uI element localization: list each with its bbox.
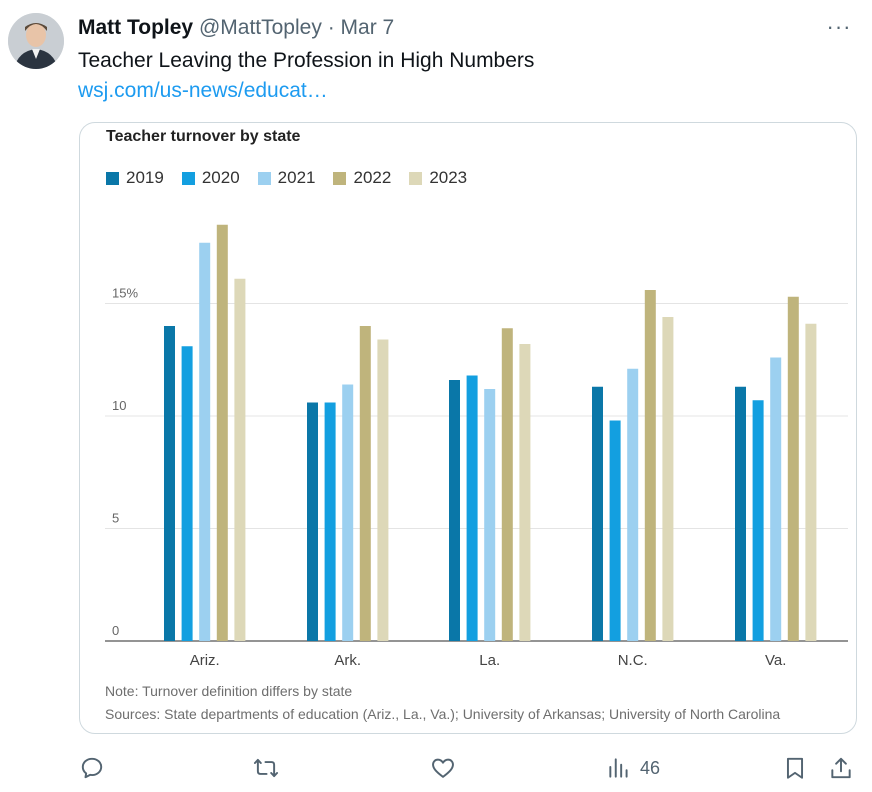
separator: · (327, 16, 335, 39)
bar-chart: 0 5 10 15% Ariz. Ark. La. N.C. Va. (105, 224, 848, 669)
legend-swatch (333, 171, 347, 185)
bar (342, 384, 354, 641)
x-tick-label: N.C. (618, 652, 648, 669)
tweet-text: Teacher Leaving the Profession in High N… (78, 49, 535, 72)
bar (501, 328, 513, 641)
y-tick-label: 0 (112, 623, 119, 638)
x-tick-label: Ariz. (190, 652, 220, 669)
legend-item: 2020 (181, 168, 240, 188)
more-options-button[interactable]: ··· (822, 14, 856, 40)
bar (234, 278, 246, 641)
bar (324, 402, 336, 641)
author-handle[interactable]: @MattTopley (198, 16, 322, 39)
bar (307, 402, 318, 641)
legend-label: 2019 (126, 168, 164, 187)
legend-swatch (106, 171, 119, 185)
bar (216, 224, 228, 641)
reply-icon (81, 757, 103, 779)
legend-item: 2022 (333, 168, 391, 188)
avatar-photo (8, 13, 64, 69)
views-count: 46 (640, 757, 661, 778)
legend-label: 2021 (277, 168, 316, 187)
avatar[interactable] (8, 13, 64, 69)
retweet-button[interactable] (252, 752, 288, 784)
heart-icon (432, 758, 454, 778)
bar (735, 386, 746, 641)
bookmark-icon (786, 757, 804, 779)
views-icon (609, 758, 628, 778)
y-tick-label: 10 (112, 398, 126, 413)
bar (449, 380, 460, 641)
tweet-header: Matt Topley @MattTopley · Mar 7 (78, 15, 394, 41)
legend-label: 2020 (201, 168, 240, 187)
x-tick-label: Va. (765, 652, 786, 669)
chart-note: Note: Turnover definition differs by sta… (105, 683, 353, 699)
y-tick-label: 15% (112, 286, 138, 301)
share-button[interactable] (828, 752, 854, 784)
bookmark-button[interactable] (782, 752, 808, 784)
legend-label: 2023 (429, 168, 468, 187)
bar (805, 323, 817, 641)
views-button[interactable]: 46 (606, 752, 660, 784)
bar (592, 386, 603, 641)
bar (181, 346, 193, 641)
chart-legend: 2019 2020 2021 2022 2023 (106, 168, 467, 188)
bar (644, 290, 656, 641)
legend-item: 2023 (409, 168, 467, 188)
legend-label: 2022 (353, 168, 392, 187)
retweet-icon (253, 758, 279, 778)
legend-swatch (181, 171, 195, 185)
bar (609, 420, 621, 641)
legend-item: 2021 (257, 168, 316, 188)
bar (164, 326, 175, 641)
bar (752, 400, 764, 641)
bar (377, 339, 389, 641)
bar (519, 344, 531, 641)
bar (484, 389, 496, 641)
reply-button[interactable] (79, 752, 113, 784)
bar (662, 317, 674, 641)
tweet-actions: 46 (0, 748, 872, 788)
like-button[interactable] (430, 752, 464, 784)
share-icon (831, 757, 851, 779)
bar (359, 326, 371, 641)
bar (627, 368, 639, 641)
chart-title: Teacher turnover by state (106, 128, 301, 145)
author-name[interactable]: Matt Topley (78, 16, 194, 39)
legend-item: 2019 (106, 168, 164, 188)
legend-swatch (409, 171, 423, 185)
tweet-link[interactable]: wsj.com/us-news/educat… (78, 79, 328, 102)
bar (787, 296, 799, 641)
bar (466, 375, 478, 641)
y-tick-label: 5 (112, 511, 119, 526)
chart-sources: Sources: State departments of education … (105, 706, 781, 722)
more-icon: ··· (826, 14, 852, 39)
legend-swatch (257, 171, 271, 185)
chart-card[interactable]: 0 5 10 15% Ariz. Ark. La. N.C. Va. Teacher turno… (79, 122, 857, 734)
x-tick-label: Ark. (334, 652, 361, 669)
x-tick-label: La. (479, 652, 500, 669)
bar (199, 242, 211, 641)
bar (770, 357, 782, 641)
tweet-date[interactable]: Mar 7 (340, 16, 395, 39)
